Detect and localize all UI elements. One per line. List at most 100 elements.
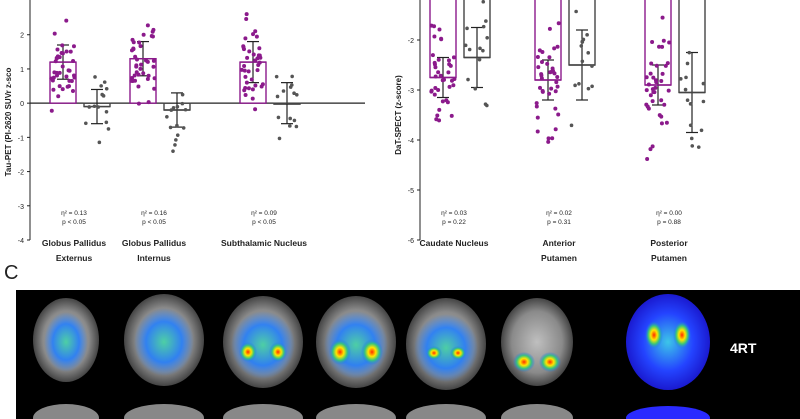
data-point [478, 46, 482, 51]
eta-annotation: η² = 0.16 [141, 210, 167, 217]
data-point [249, 77, 254, 82]
data-point [100, 92, 104, 97]
panel-c-label: C [4, 262, 19, 284]
data-point [139, 62, 144, 67]
data-point [446, 70, 451, 75]
data-point [536, 65, 541, 70]
data-point [68, 49, 73, 54]
data-point [288, 116, 293, 121]
data-point [437, 27, 442, 32]
data-point [253, 58, 258, 63]
brain-scans [33, 294, 710, 419]
data-point [573, 83, 577, 88]
eta-annotation: η² = 0.09 [251, 210, 277, 217]
data-point [586, 86, 591, 91]
y-tick-label: 0 [20, 101, 24, 108]
data-point [659, 98, 664, 103]
data-point [654, 63, 659, 68]
data-point [72, 75, 77, 80]
eta-annotation: η² = 0.03 [441, 210, 467, 217]
data-point [242, 63, 247, 68]
data-point [433, 74, 438, 79]
data-point [146, 100, 151, 105]
y-tick-label: -1 [18, 135, 24, 142]
data-point [151, 64, 156, 69]
data-point [180, 92, 185, 97]
data-point [436, 70, 441, 75]
data-point [445, 100, 450, 105]
data-point [650, 144, 655, 149]
data-point [57, 84, 62, 89]
data-point [535, 54, 540, 59]
data-point [292, 118, 297, 123]
data-point [473, 86, 478, 91]
category-label: Externus [56, 253, 93, 262]
brain-scan-strip [16, 290, 800, 419]
p-annotation: p = 0.22 [442, 219, 466, 226]
data-point [60, 87, 65, 92]
data-point [555, 74, 560, 79]
data-point [662, 102, 667, 107]
data-point [64, 74, 69, 79]
y-tick-label: 1 [20, 67, 24, 74]
data-point [433, 65, 438, 70]
data-point [463, 43, 468, 48]
data-point [51, 87, 56, 92]
category-label: Subthalamic Nucleus [221, 238, 307, 248]
eta-annotation: η² = 0.02 [546, 210, 572, 217]
data-point [651, 75, 656, 80]
data-point [696, 145, 701, 149]
data-point [168, 125, 173, 130]
data-point [451, 83, 456, 88]
data-point [136, 84, 141, 89]
data-point [653, 85, 658, 90]
data-point [537, 48, 542, 53]
data-point [274, 74, 279, 79]
data-point [52, 31, 57, 36]
data-point [242, 68, 247, 73]
data-point [50, 78, 55, 83]
data-point [49, 108, 54, 113]
data-point [97, 140, 102, 145]
data-point [242, 88, 247, 93]
data-point [442, 77, 447, 82]
data-point [649, 61, 654, 66]
data-point [437, 107, 442, 112]
data-point [244, 12, 249, 17]
data-point [547, 55, 552, 60]
data-point [644, 102, 649, 107]
data-point [440, 99, 445, 104]
p-annotation: p < 0.05 [252, 219, 276, 226]
data-point [430, 53, 435, 58]
category-label: Posterior [650, 238, 688, 248]
data-point [146, 73, 151, 78]
data-point [66, 84, 71, 89]
data-point [449, 113, 454, 118]
data-point [145, 59, 150, 64]
data-point [104, 86, 109, 91]
data-point [537, 85, 542, 90]
category-label: Globus Pallidus [42, 238, 107, 248]
data-point [439, 37, 444, 42]
data-point [481, 24, 486, 29]
data-point [102, 80, 107, 84]
brain-slice-5 [406, 298, 486, 390]
y-tick-label: -6 [408, 238, 414, 245]
data-point [648, 93, 653, 98]
data-point [150, 29, 155, 34]
data-point [141, 32, 146, 37]
data-point [438, 73, 443, 78]
data-point [535, 129, 540, 134]
data-point [295, 93, 299, 97]
data-point [477, 57, 482, 62]
p-annotation: p < 0.05 [62, 219, 86, 226]
data-point [667, 40, 672, 45]
data-point [684, 75, 688, 80]
y-tick-label: -5 [408, 188, 414, 195]
data-point [257, 46, 262, 51]
data-point [539, 76, 544, 81]
data-point [664, 120, 669, 125]
data-point [131, 47, 136, 52]
data-point [93, 75, 97, 79]
data-point [174, 138, 178, 142]
